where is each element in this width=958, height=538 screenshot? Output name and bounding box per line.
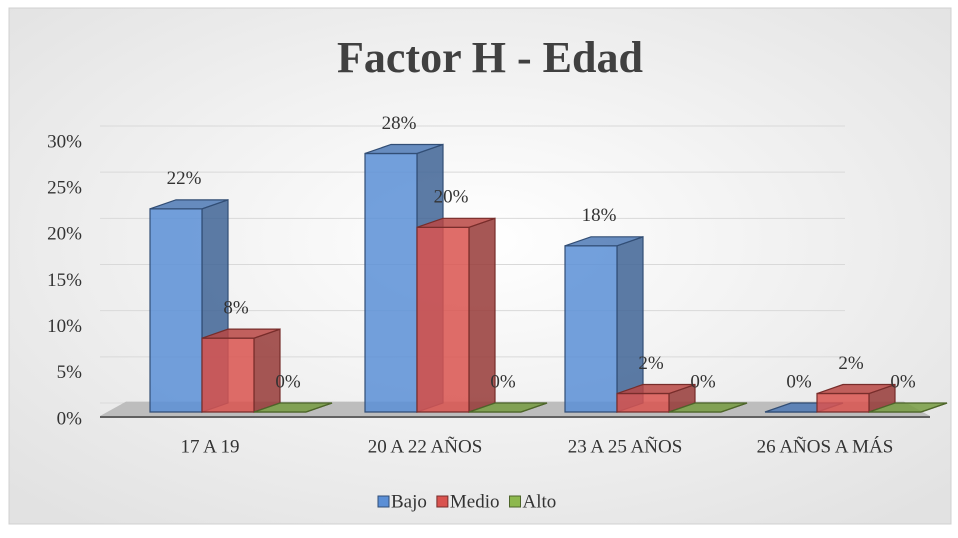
data-label: 0% xyxy=(690,371,716,392)
data-label: 28% xyxy=(382,113,417,134)
legend-label: Bajo xyxy=(391,491,427,512)
y-tick-label: 25% xyxy=(47,178,82,199)
legend-swatch xyxy=(509,495,521,508)
x-tick-label: 17 A 19 xyxy=(180,436,239,457)
bar xyxy=(468,402,548,413)
data-label: 20% xyxy=(434,187,469,208)
data-label: 0% xyxy=(275,371,301,392)
data-label: 0% xyxy=(890,371,916,392)
data-label: 0% xyxy=(490,371,516,392)
bar xyxy=(668,402,748,413)
chart-title: Factor H - Edad xyxy=(337,33,643,82)
x-tick-label: 23 A 25 AÑOS xyxy=(568,435,683,457)
legend-swatch xyxy=(377,495,390,508)
bar xyxy=(253,402,333,413)
legend-label: Medio xyxy=(450,491,500,512)
x-tick-label: 26 AÑOS A MÁS xyxy=(757,435,894,457)
bar xyxy=(816,383,896,413)
x-tick-label: 20 A 22 AÑOS xyxy=(368,435,483,457)
bar xyxy=(564,235,644,413)
data-label: 8% xyxy=(223,297,249,318)
bar xyxy=(868,402,948,413)
y-tick-label: 20% xyxy=(47,224,82,245)
bar xyxy=(201,328,281,413)
data-label: 2% xyxy=(838,353,864,374)
y-tick-label: 15% xyxy=(47,270,82,291)
bar xyxy=(416,217,496,413)
data-label: 22% xyxy=(167,168,202,189)
legend-label: Alto xyxy=(523,491,557,512)
y-tick-label: 5% xyxy=(57,362,83,383)
y-tick-label: 0% xyxy=(57,408,83,429)
data-label: 0% xyxy=(786,371,812,392)
data-label: 2% xyxy=(638,353,664,374)
data-label: 18% xyxy=(582,205,617,226)
y-tick-label: 30% xyxy=(47,131,82,152)
y-tick-label: 10% xyxy=(47,316,82,337)
legend-swatch xyxy=(436,495,449,508)
